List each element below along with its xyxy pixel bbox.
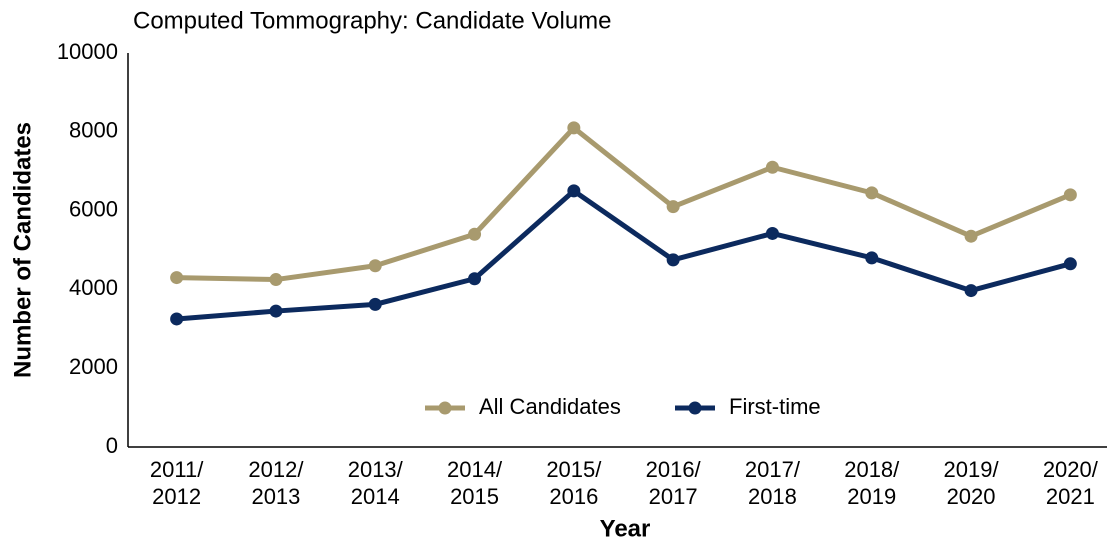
y-tick-label: 0 — [106, 433, 118, 458]
x-axis-label: Year — [600, 515, 651, 542]
x-tick-label: 2012/ 2013 — [248, 457, 304, 509]
x-tick-label: 2015/ 2016 — [546, 457, 602, 509]
x-tick-label: 2013/ 2014 — [347, 457, 403, 509]
data-point — [666, 200, 680, 214]
y-tick-label: 8000 — [69, 118, 118, 143]
data-point — [964, 229, 978, 243]
series-line — [176, 188, 1072, 322]
data-point — [765, 160, 779, 174]
series-line — [176, 125, 1072, 283]
x-tick-label: 2016/ 2017 — [645, 457, 701, 509]
data-point — [666, 253, 680, 267]
data-point — [567, 184, 581, 198]
data-point — [368, 297, 382, 311]
y-tick-label: 6000 — [69, 196, 118, 221]
data-point — [567, 121, 581, 135]
chart-title: Computed Tommography: Candidate Volume — [133, 7, 612, 34]
data-point — [170, 271, 184, 285]
data-point — [269, 273, 283, 287]
data-point — [865, 186, 879, 200]
data-point — [964, 284, 978, 298]
data-point — [765, 226, 779, 240]
legend-label: All Candidates — [479, 394, 621, 419]
x-tick-label: 2020/ 2021 — [1042, 457, 1098, 509]
data-point — [468, 227, 482, 241]
data-point — [865, 251, 879, 265]
x-tick-label: 2017/ 2018 — [744, 457, 800, 509]
legend-marker — [438, 401, 452, 415]
data-point — [468, 272, 482, 286]
x-tick-label: 2011/ 2012 — [149, 457, 204, 509]
legend-label: First-time — [729, 394, 821, 419]
data-point — [170, 312, 184, 326]
x-tick-label: 2019/ 2020 — [943, 457, 999, 509]
data-point — [269, 304, 283, 318]
data-point — [1063, 257, 1077, 271]
data-point — [1063, 188, 1077, 202]
y-tick-label: 4000 — [69, 275, 118, 300]
x-tick-label: 2014/ 2015 — [447, 457, 503, 509]
y-tick-label: 10000 — [57, 39, 118, 64]
y-tick-label: 2000 — [69, 354, 118, 379]
y-axis-label: Number of Candidates — [9, 122, 36, 378]
legend-marker — [688, 401, 702, 415]
x-tick-label: 2018/ 2019 — [844, 457, 900, 509]
data-point — [368, 259, 382, 273]
